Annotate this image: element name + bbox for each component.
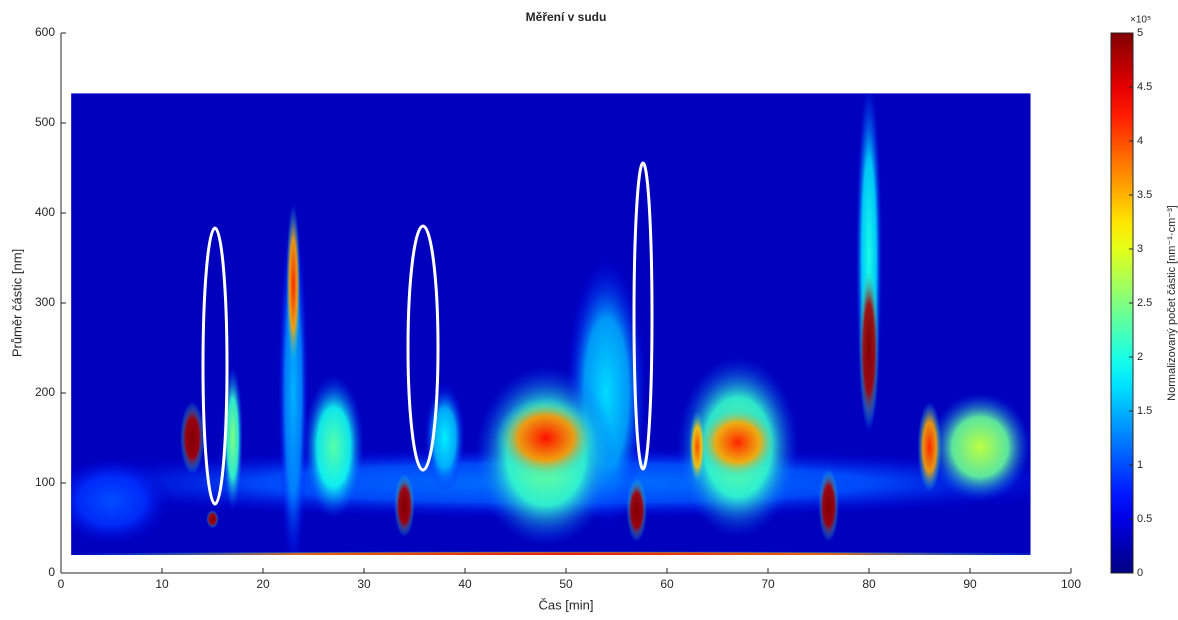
heatmap-cell: [303, 375, 365, 519]
highlight-ellipse: [406, 224, 440, 472]
colorbar-tick-label: 1.5: [1137, 405, 1152, 417]
x-tick-label: 60: [660, 577, 674, 591]
heatmap-cell: [71, 551, 1031, 556]
x-tick-label: 90: [963, 577, 977, 591]
colorbar-tick-label: 4: [1137, 135, 1143, 147]
y-tick-label: 100: [35, 475, 55, 489]
x-tick-label: 80: [862, 577, 876, 591]
highlight-ellipse: [632, 161, 654, 471]
heatmap-cell: [278, 213, 309, 556]
chart-title: Měření v sudu: [526, 10, 607, 24]
y-tick-label: 0: [48, 565, 55, 579]
x-tick-label: 40: [458, 577, 472, 591]
heatmap-cell: [917, 402, 942, 492]
heatmap: [71, 93, 1031, 556]
colorbar-tick-label: 5: [1137, 27, 1143, 39]
heatmap-cell: [71, 456, 173, 546]
colorbar-tick-label: 0.5: [1137, 513, 1152, 525]
heatmap-cell: [689, 411, 706, 483]
colorbar-tick-label: 3: [1137, 243, 1143, 255]
heatmap-cell: [495, 397, 597, 479]
colorbar-tick-label: 2.5: [1137, 297, 1152, 309]
colorbar-multiplier: ×10⁵: [1130, 15, 1151, 26]
colorbar-label: Normalizovaný počet částic [nm⁻¹·cm⁻³]: [1166, 205, 1178, 401]
y-axis-label: Průměr částic [nm]: [9, 249, 24, 357]
y-tick-label: 400: [35, 205, 55, 219]
colorbar-tick-label: 1: [1137, 459, 1143, 471]
x-tick-label: 10: [155, 577, 169, 591]
x-tick-label: 30: [357, 577, 371, 591]
heatmap-cell: [858, 267, 880, 429]
y-tick-label: 300: [35, 295, 55, 309]
heatmap-cell: [180, 402, 205, 474]
x-tick-label: 100: [1061, 577, 1081, 591]
annotations: [201, 161, 654, 506]
x-tick-label: 50: [559, 577, 573, 591]
heatmap-cell: [424, 384, 465, 492]
y-tick-label: 600: [35, 25, 55, 39]
heatmap-cell: [929, 393, 1031, 501]
colorbar-tick-label: 2: [1137, 351, 1143, 363]
colorbar-tick-label: 0: [1137, 567, 1143, 579]
heatmap-cell: [626, 478, 647, 542]
heatmap-cell: [394, 474, 415, 537]
y-tick-label: 500: [35, 115, 55, 129]
highlight-ellipse: [201, 226, 229, 506]
heatmap-cell: [818, 469, 839, 542]
x-tick-label: 0: [58, 577, 65, 591]
colorbar-tick-label: 4.5: [1137, 81, 1152, 93]
colorbar-tick-label: 3.5: [1137, 189, 1152, 201]
heatmap-cell: [697, 406, 779, 479]
y-tick-label: 200: [35, 385, 55, 399]
x-tick-label: 20: [256, 577, 270, 591]
heatmap-cell: [286, 204, 301, 366]
x-axis-label: Čas [min]: [539, 597, 594, 612]
x-tick-label: 70: [761, 577, 775, 591]
heatmap-cell: [206, 510, 219, 528]
